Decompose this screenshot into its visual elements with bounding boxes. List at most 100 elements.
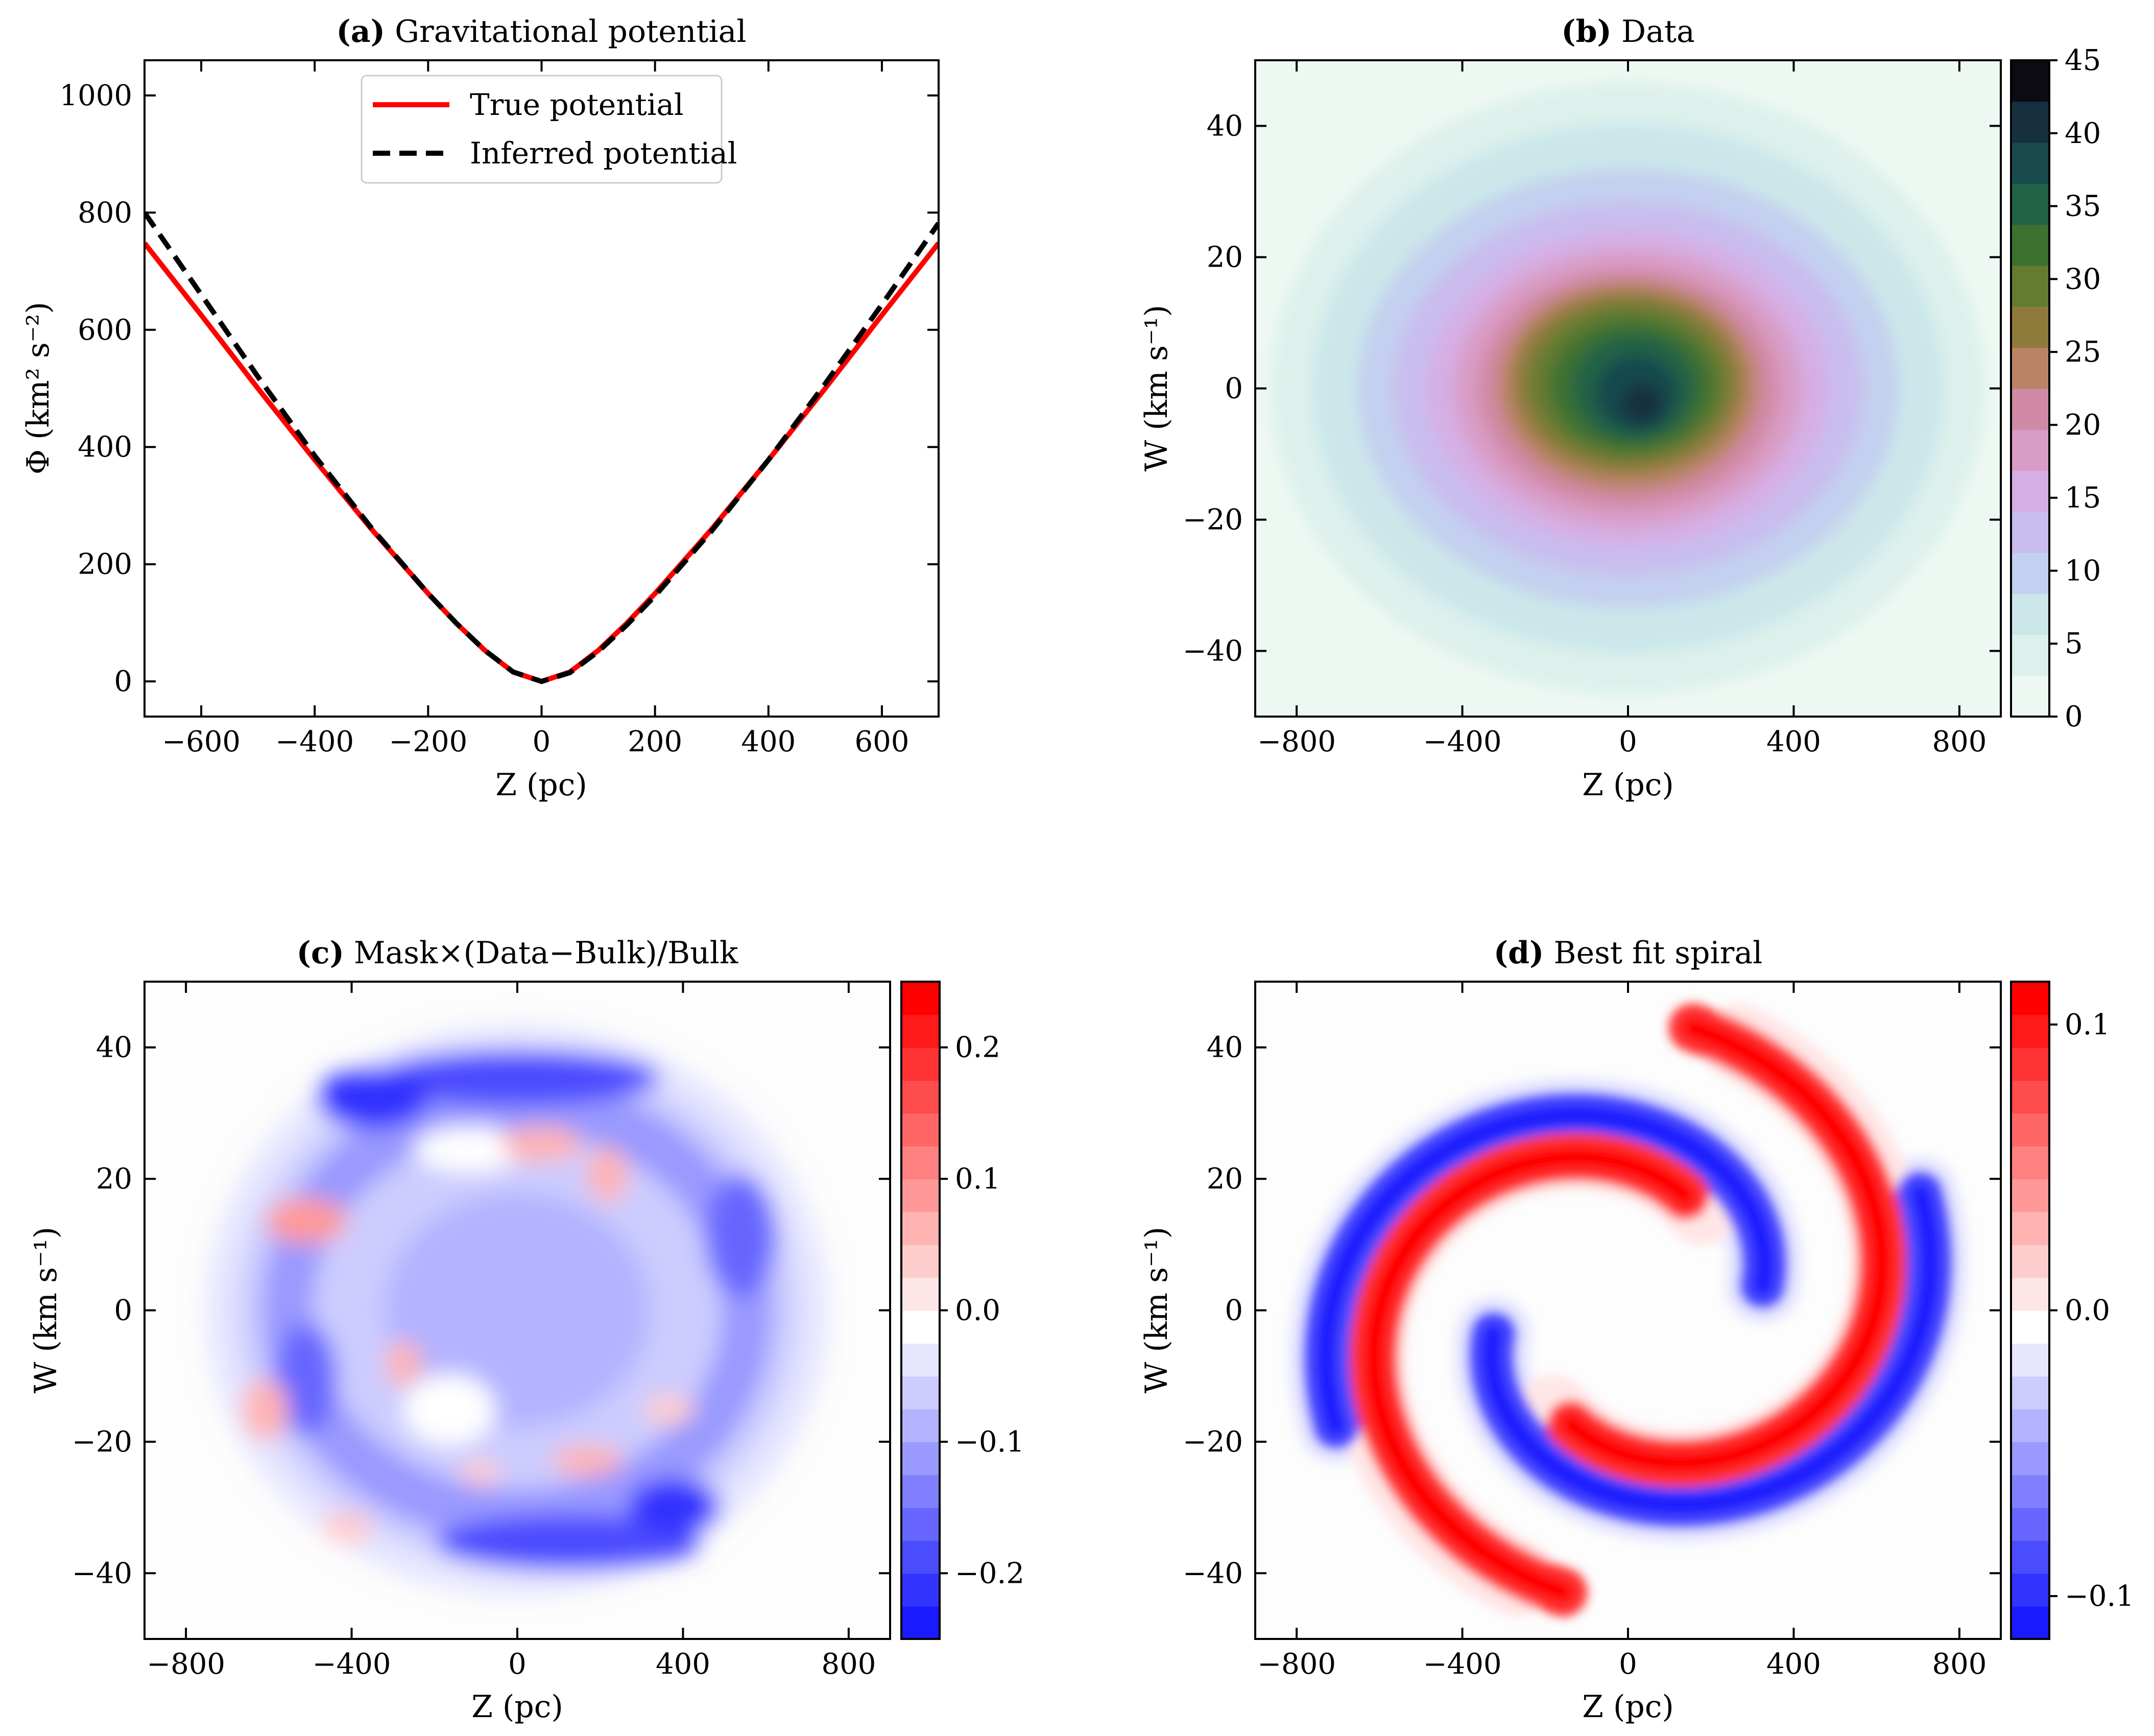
panel-c-xlabel: Z (pc) — [471, 1689, 563, 1725]
colorbar-tick-label: 15 — [2065, 482, 2101, 515]
colorbar-level — [901, 1310, 940, 1344]
colorbar-level — [2011, 1475, 2049, 1508]
colorbar-level — [2011, 1047, 2049, 1081]
panel-d-heatmap — [1255, 982, 2001, 1639]
panel-a-title-text: Gravitational potential — [385, 14, 747, 50]
panel-d-title-letter: (d) — [1494, 935, 1544, 971]
panel-c-y-ticks: −40 −20 0 20 40 — [72, 1031, 890, 1590]
colorbar-level — [2011, 1409, 2049, 1442]
y-tick-label: 0 — [114, 1294, 132, 1327]
panel-d-title: (d) Best fit spiral — [1494, 935, 1763, 971]
panel-d-colorbar: −0.1 0.0 0.1 — [2010, 981, 2134, 1640]
y-tick-label: −20 — [1183, 504, 1243, 537]
panel-d: (d) Best fit spiral −800 −400 0 400 800 −40−… — [1139, 935, 2134, 1725]
y-tick-label: −20 — [1183, 1425, 1243, 1459]
residual-blue-top-left — [317, 1067, 429, 1129]
residual-red-bottom — [552, 1445, 623, 1476]
panel-b: (b) Data −800 −400 0 400 800 −40−2 — [1139, 14, 2101, 803]
colorbar-level — [2011, 1606, 2049, 1639]
residual-red-mid-left — [386, 1341, 421, 1387]
x-tick-label: −200 — [389, 725, 467, 758]
x-tick-label: 0 — [1619, 725, 1637, 758]
residual-red-bottom-center — [460, 1461, 500, 1486]
residual-blue-top — [374, 1050, 660, 1106]
colorbar-tick-label: 0.1 — [955, 1162, 1000, 1196]
colorbar-tick-label: 30 — [2065, 263, 2101, 296]
residual-white-lower — [403, 1374, 495, 1445]
colorbar-tick-label: 5 — [2065, 627, 2083, 660]
colorbar-level — [2011, 1376, 2049, 1410]
panel-a-legend: True potential Inferred potential — [361, 75, 737, 184]
panel-c-title: (c) Mask×(Data−Bulk)/Bulk — [297, 935, 738, 971]
residual-red-top — [500, 1126, 582, 1162]
panel-c: (c) Mask×(Data−Bulk)/Bulk — [28, 935, 1024, 1725]
colorbar-level — [901, 1277, 940, 1311]
colorbar-tick-label: 0 — [2065, 700, 2083, 733]
residual-blue-bottom-right — [628, 1479, 720, 1535]
y-tick-label: 1000 — [59, 79, 132, 112]
colorbar-level — [2011, 265, 2049, 307]
panel-b-title-text: Data — [1612, 14, 1695, 50]
x-tick-label: 800 — [821, 1648, 876, 1681]
y-tick-label: 0 — [1225, 1294, 1243, 1327]
colorbar-level — [2011, 1507, 2049, 1541]
residual-red-right-mid — [643, 1394, 695, 1425]
panel-c-colorbar: −0.2 −0.1 0.0 0.1 0.2 — [900, 981, 1024, 1640]
colorbar-level — [2011, 1343, 2049, 1377]
colorbar-level — [901, 1441, 940, 1476]
x-tick-label: −800 — [147, 1648, 225, 1681]
colorbar-level — [2011, 1277, 2049, 1311]
colorbar-level — [2011, 1146, 2049, 1180]
x-tick-label: −800 — [1257, 725, 1336, 758]
y-tick-label: −40 — [72, 1557, 132, 1590]
panel-b-title: (b) Data — [1561, 14, 1695, 50]
colorbar-level — [2011, 183, 2049, 225]
colorbar-level — [2011, 388, 2049, 430]
legend-true-label: True potential — [470, 87, 684, 122]
x-tick-label: −400 — [1423, 1648, 1502, 1681]
panel-b-title-letter: (b) — [1561, 14, 1612, 50]
colorbar-level — [2011, 1310, 2049, 1344]
y-tick-label: 200 — [78, 548, 132, 581]
density-level-14 — [1621, 383, 1662, 424]
colorbar-level — [2011, 593, 2049, 635]
x-tick-label: 400 — [1766, 1648, 1821, 1681]
spiral-blue-core-2 — [1481, 1183, 1941, 1515]
y-tick-label: 40 — [96, 1031, 132, 1064]
panel-b-ylabel: W (km s⁻¹) — [1139, 305, 1175, 471]
colorbar-level — [2011, 1441, 2049, 1476]
colorbar-level — [2011, 224, 2049, 266]
colorbar-level — [901, 982, 940, 1015]
colorbar-level — [901, 1507, 940, 1541]
colorbar-level — [2011, 429, 2049, 471]
panel-d-xlabel: Z (pc) — [1582, 1689, 1674, 1725]
colorbar-level — [901, 1179, 940, 1212]
panel-a-y-ticks: 0 200 400 600 800 1000 — [59, 79, 939, 698]
panel-b-heatmap — [1255, 60, 2001, 717]
colorbar-tick-label: 35 — [2065, 190, 2101, 223]
colorbar-level — [2011, 1540, 2049, 1574]
x-tick-label: 800 — [1932, 1648, 1987, 1681]
panel-b-colorbar: 0 5 10 15 20 25 30 35 40 45 — [2010, 44, 2101, 733]
colorbar-frame — [2010, 59, 2050, 718]
colorbar-level — [901, 1606, 940, 1639]
colorbar-level — [2011, 1211, 2049, 1245]
panel-b-xlabel: Z (pc) — [1582, 767, 1674, 803]
colorbar-tick-label: 25 — [2065, 336, 2101, 369]
colorbar-level — [2011, 101, 2049, 143]
colorbar-level — [901, 1409, 940, 1442]
residual-center — [385, 1193, 650, 1428]
colorbar-level — [2011, 142, 2049, 184]
panel-b-y-ticks: −40 −20 0 20 40 — [1183, 110, 2001, 668]
panel-d-y-ticks: −40 −20 0 20 40 — [1183, 1031, 2001, 1590]
colorbar-tick-label: 0.0 — [2065, 1294, 2110, 1327]
spiral-pattern — [1287, 1003, 1969, 1617]
colorbar-level — [2011, 1573, 2049, 1607]
panel-a-title-letter: (a) — [336, 14, 385, 50]
colorbar-tick-label: 20 — [2065, 409, 2101, 442]
residual-blue-bottom — [436, 1514, 701, 1571]
y-tick-label: 40 — [1207, 1031, 1243, 1064]
colorbar-level — [2011, 982, 2049, 1015]
colorbar-level — [901, 1475, 940, 1508]
